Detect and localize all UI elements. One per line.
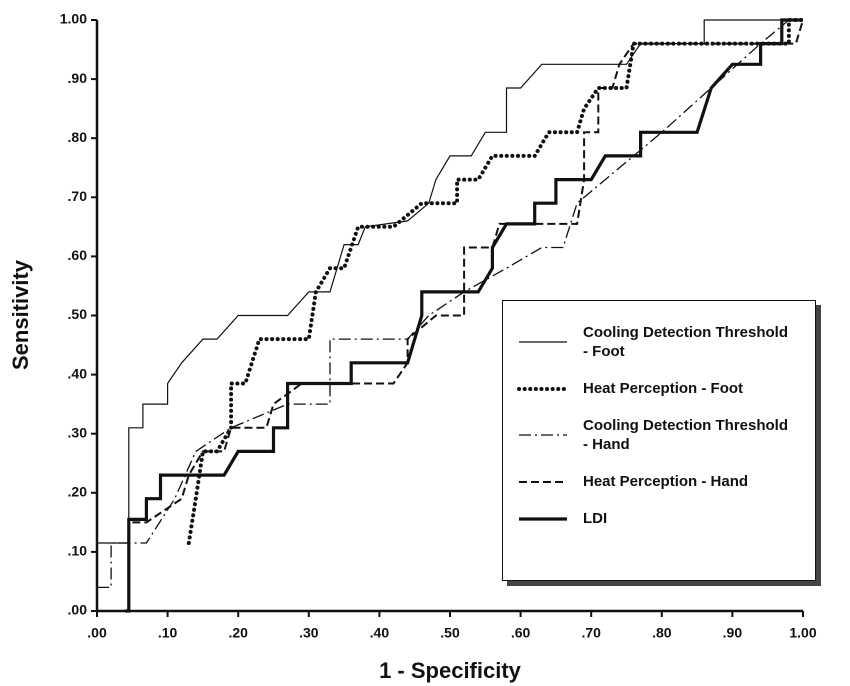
x-axis-label: 1 - Specificity <box>379 658 522 683</box>
legend-label: Cooling Detection Threshold - Hand <box>583 417 788 453</box>
y-tick-label: .10 <box>68 543 88 559</box>
y-tick-label: 1.00 <box>60 11 87 27</box>
legend-swatch <box>519 480 567 483</box>
y-tick-label: .70 <box>68 188 88 204</box>
legend-item: Heat Perception - Foot <box>517 379 815 398</box>
x-tick-label: .90 <box>723 625 743 641</box>
y-tick-label: .50 <box>68 306 88 322</box>
legend-label: LDI <box>583 510 608 527</box>
x-tick-label: .70 <box>581 625 601 641</box>
y-tick-label: .40 <box>68 365 88 381</box>
roc-line <box>125 18 803 613</box>
legend-label: Heat Perception - Hand <box>583 473 749 490</box>
legend-label: Heat Perception - Foot <box>583 380 744 397</box>
roc-line <box>97 19 803 544</box>
y-tick-label: .80 <box>68 129 88 145</box>
legend-item: LDI <box>517 509 815 528</box>
x-tick-label: .00 <box>87 625 107 641</box>
legend-label: Cooling Detection Threshold - Foot <box>583 324 788 360</box>
legend-item: Heat Perception - Hand <box>517 472 815 491</box>
x-tick-label: .50 <box>440 625 460 641</box>
legend-swatch <box>519 341 567 343</box>
x-tick-label: .80 <box>652 625 672 641</box>
y-axis-label: Sensitivity <box>8 259 33 370</box>
legend-item: Cooling Detection Threshold - Hand <box>517 416 815 454</box>
roc-line <box>97 19 803 589</box>
x-tick-label: .60 <box>511 625 531 641</box>
y-tick-label: .30 <box>68 424 88 440</box>
legend-item: Cooling Detection Threshold - Foot <box>517 323 815 361</box>
x-tick-label: .40 <box>370 625 390 641</box>
legend: Cooling Detection Threshold - Foot Heat P… <box>502 300 816 581</box>
legend-swatch <box>519 516 567 521</box>
y-tick-label: .90 <box>68 70 88 86</box>
y-tick-label: .60 <box>68 247 88 263</box>
x-tick-label: .10 <box>158 625 178 641</box>
x-tick-label: .20 <box>228 625 248 641</box>
legend-swatch <box>517 386 569 391</box>
y-tick-label: .00 <box>68 602 88 618</box>
x-tick-label: .30 <box>299 625 319 641</box>
x-tick-label: 1.00 <box>789 625 816 641</box>
roc-line <box>132 19 804 524</box>
legend-swatch <box>519 434 567 436</box>
y-tick-label: .20 <box>68 484 88 500</box>
roc-line <box>186 18 805 545</box>
